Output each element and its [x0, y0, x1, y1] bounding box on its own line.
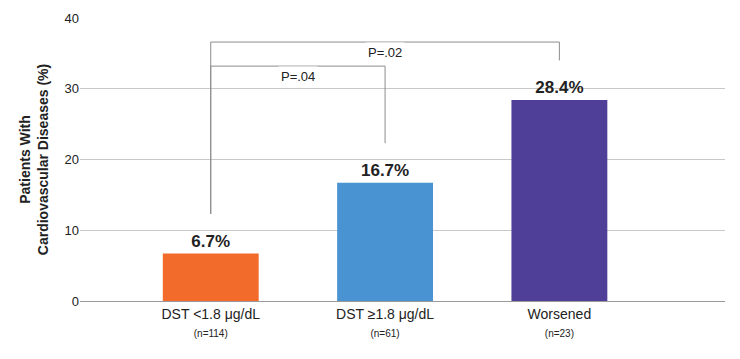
svg-text:30: 30	[65, 81, 79, 96]
svg-text:P=.02: P=.02	[368, 45, 402, 60]
svg-text:0: 0	[72, 294, 79, 309]
svg-text:10: 10	[65, 223, 79, 238]
svg-text:6.7%: 6.7%	[191, 232, 230, 251]
svg-text:DST <1.8 μg/dL(n=114): DST <1.8 μg/dL(n=114)	[161, 306, 260, 339]
svg-text:20: 20	[65, 152, 79, 167]
svg-text:16.7%: 16.7%	[361, 161, 409, 180]
svg-text:40: 40	[65, 11, 79, 26]
svg-text:P=.04: P=.04	[281, 69, 315, 84]
svg-text:28.4%: 28.4%	[535, 78, 583, 97]
svg-text:DST ≥1.8 μg/dL(n=61): DST ≥1.8 μg/dL(n=61)	[336, 306, 434, 339]
svg-text:Worsened(n=23): Worsened(n=23)	[528, 306, 592, 339]
svg-text:Patients WithCardiovascular Di: Patients WithCardiovascular Diseases (%)	[17, 64, 51, 255]
